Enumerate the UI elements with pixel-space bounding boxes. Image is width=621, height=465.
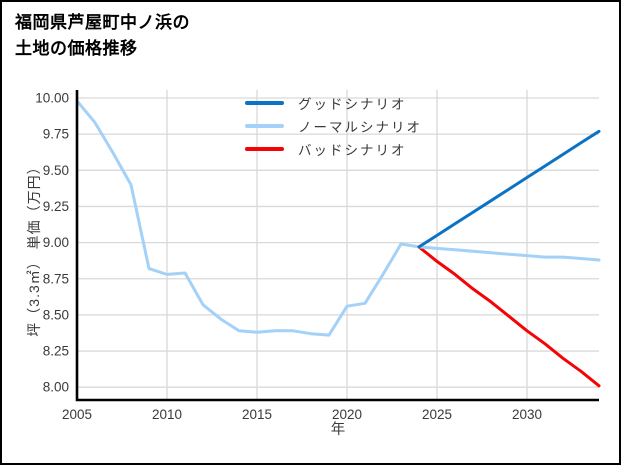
chart-title-line2: 土地の価格推移 (15, 38, 138, 58)
tick-labels: 10.00 9.75 9.50 9.25 9.00 8.75 8.50 8.25 8.00 200… (35, 91, 542, 423)
chart-title: 福岡県芦屋町中ノ浜の 土地の価格推移 (15, 10, 190, 61)
legend-label-normal: ノーマルシナリオ (298, 120, 422, 135)
series-line-good (417, 129, 601, 249)
legend-item-normal: ノーマルシナリオ (245, 119, 422, 135)
bad-scenario-line-swatch (245, 147, 284, 151)
normal-scenario-line-swatch (245, 124, 284, 128)
y-tick-label: 9.00 (43, 235, 69, 250)
x-tick-label: 2010 (152, 407, 182, 422)
legend-label-good: グッドシナリオ (298, 97, 407, 112)
x-tick-label: 2025 (422, 407, 452, 422)
x-tick-label: 2030 (512, 407, 542, 422)
chart-title-line1: 福岡県芦屋町中ノ浜の (15, 13, 190, 32)
y-axis-label: 坪（3.3㎡） 単価（万円） (26, 159, 42, 337)
series-line-bad (417, 245, 601, 388)
x-tick-label: 2005 (62, 407, 92, 422)
legend-item-good: グッドシナリオ (245, 96, 422, 112)
y-tick-label: 9.75 (43, 127, 69, 142)
legend: グッドシナリオ ノーマルシナリオ バッドシナリオ (245, 96, 422, 158)
series-line-normal (75, 99, 601, 337)
y-tick-label: 8.00 (43, 380, 69, 395)
axis-spines (75, 90, 599, 402)
legend-item-bad: バッドシナリオ (245, 142, 422, 158)
y-tick-label: 9.25 (43, 199, 69, 214)
gridlines (76, 90, 599, 400)
x-tick-label: 2020 (332, 407, 362, 422)
y-tick-label: 9.50 (43, 163, 69, 178)
y-tick-label: 10.00 (35, 91, 69, 106)
y-tick-label: 8.25 (43, 344, 69, 359)
x-tick-label: 2015 (242, 407, 272, 422)
legend-label-bad: バッドシナリオ (298, 143, 407, 158)
y-tick-label: 8.50 (43, 307, 69, 322)
y-tick-label: 8.75 (43, 271, 69, 286)
good-scenario-line-swatch (245, 101, 284, 105)
x-axis-label: 年 (330, 422, 346, 438)
